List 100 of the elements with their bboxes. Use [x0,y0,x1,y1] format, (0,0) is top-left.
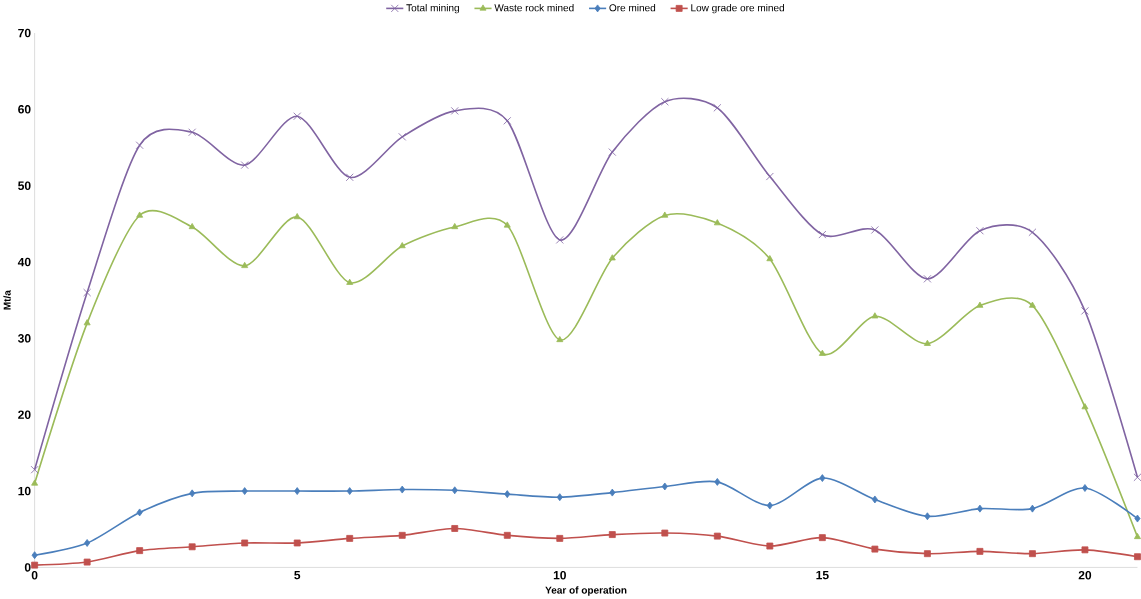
point [871,545,879,553]
point [30,465,39,474]
x-tick-label: 5 [294,570,301,580]
point [924,512,931,521]
point [1081,546,1089,554]
point [818,534,826,542]
point [766,542,774,550]
point [84,539,91,547]
point [923,274,932,283]
point [556,335,564,343]
point [818,230,827,239]
point [293,112,302,121]
point [766,501,773,510]
point [189,489,196,498]
point [714,477,721,486]
point [31,551,38,560]
point [608,531,616,538]
point [1029,550,1036,558]
point [451,525,459,532]
point [975,226,984,235]
x-tick-label: 10 [553,570,566,580]
point [819,474,826,482]
point [31,479,39,486]
point [976,547,984,555]
point [1133,473,1141,482]
point [399,485,406,494]
y-axis-title: Mt/a [3,290,11,310]
point [713,532,721,540]
y-tick-label: 40 [17,257,31,267]
point [241,487,248,495]
point [1134,553,1141,561]
point [713,103,722,112]
point [976,301,984,308]
point [136,547,144,554]
point [713,219,721,226]
point [346,534,354,542]
point [503,116,512,125]
point [346,278,354,285]
point [451,223,459,230]
point [83,319,91,326]
x-tick-label: 15 [816,570,829,580]
point [555,235,564,244]
legend-label: Low grade ore mined [691,3,784,14]
point [609,488,616,497]
point [976,504,983,513]
point [766,255,774,262]
point [31,561,39,569]
point [240,161,249,170]
legend-label: Waste rock mined [494,3,574,12]
point [398,531,406,539]
y-tick-label: 30 [17,334,31,343]
x-tick-label: 0 [31,570,38,580]
y-tick-label: 70 [18,28,31,38]
point [556,493,563,502]
point [1081,306,1089,315]
point [660,97,669,106]
point [136,211,144,218]
legend-label: Ore mined [609,3,656,12]
point [241,261,249,268]
point [871,495,878,504]
point [241,539,249,547]
point [661,529,669,537]
point [450,106,459,115]
point [608,254,616,261]
point [1028,228,1037,237]
point [346,487,353,495]
point [398,132,407,141]
y-tick-label: 60 [18,105,31,114]
point [293,213,301,220]
point [661,211,669,218]
point [136,508,143,517]
point [765,172,774,181]
point [188,223,196,230]
x-tick-label: 20 [1078,570,1092,580]
point [504,490,511,499]
point [818,349,826,356]
point [294,487,301,495]
point [1134,514,1141,523]
point [871,312,879,319]
point [188,543,196,551]
point [503,221,511,228]
y-tick-label: 0 [24,563,31,572]
point [923,339,931,346]
point [1081,403,1089,410]
point [1029,504,1036,513]
point [345,173,354,182]
y-tick-label: 20 [18,410,31,419]
y-tick-label: 10 [18,486,31,496]
point [556,534,564,542]
y-tick-label: 50 [18,181,31,190]
point [135,141,144,150]
point [1028,301,1036,308]
point [293,539,301,547]
point [188,128,197,137]
point [398,242,406,249]
point [503,531,511,539]
point [1134,532,1141,540]
point [83,558,91,566]
point [451,486,458,495]
point [83,288,92,297]
